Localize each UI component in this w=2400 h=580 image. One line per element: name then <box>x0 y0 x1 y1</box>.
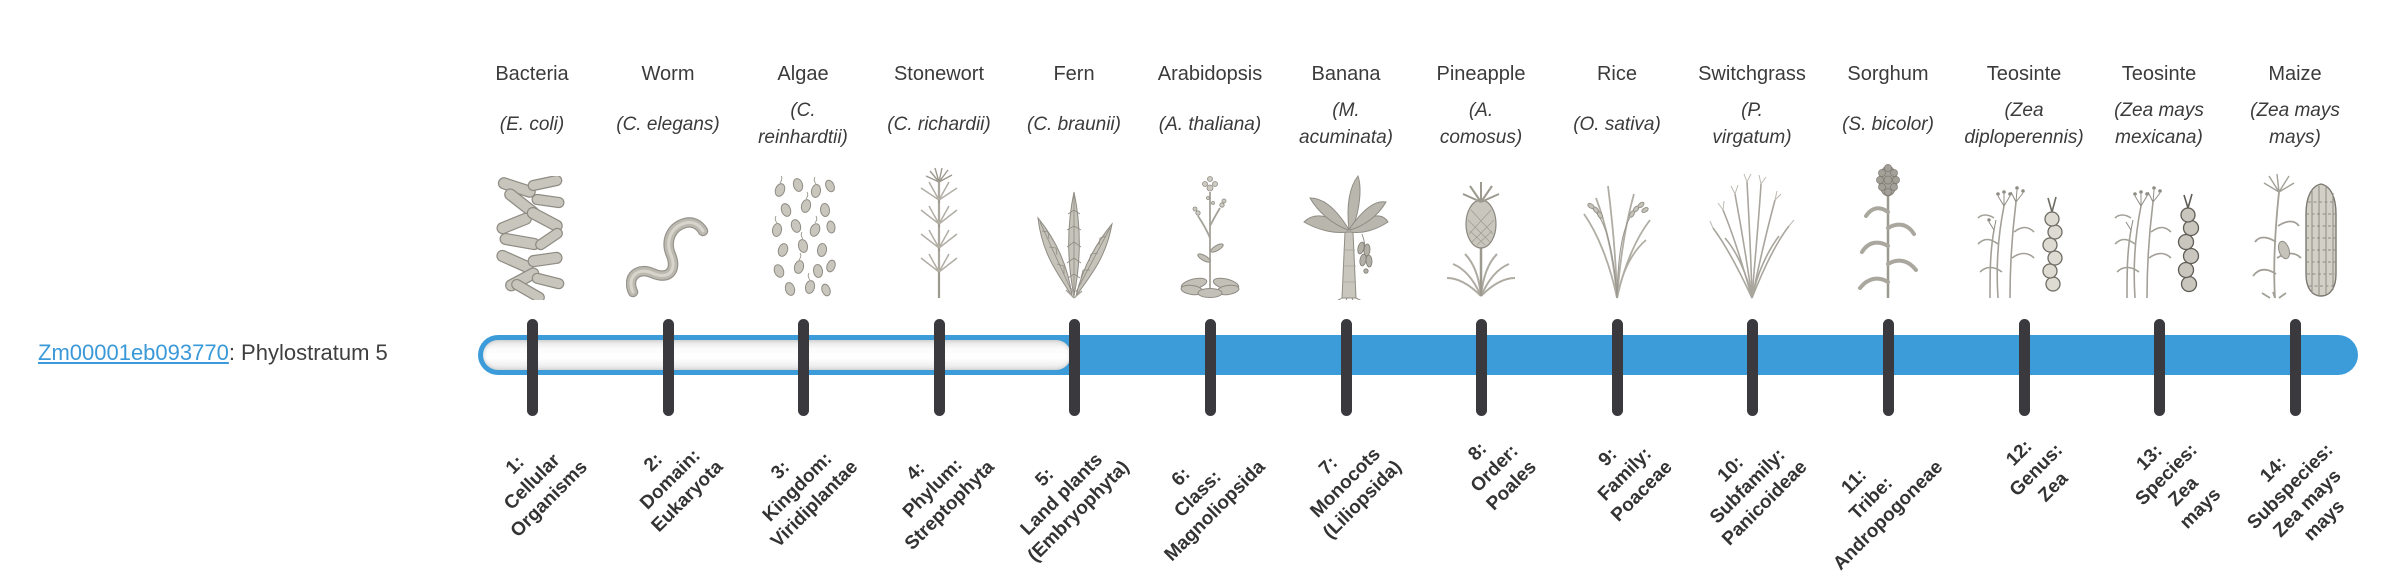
stonewort-icon <box>871 160 1007 300</box>
organism-name: Teosinte <box>1986 63 2062 85</box>
gene-phylostratum-text: : Phylostratum 5 <box>228 340 388 365</box>
fern-icon <box>1006 160 1142 300</box>
teosinte-diploperennis-icon <box>1956 160 2092 300</box>
tick-mark <box>2154 319 2165 416</box>
algae-icon <box>735 160 871 300</box>
tick-mark <box>1883 319 1894 416</box>
banana-icon <box>1278 160 1414 300</box>
tick-mark <box>663 319 674 416</box>
organism-name: Rice <box>1596 63 1637 85</box>
tick-mark <box>2019 319 2030 416</box>
organism-column: Switchgrass (P. virgatum) <box>1684 62 1820 300</box>
teosinte-mexicana-icon <box>2091 160 2227 300</box>
switchgrass-icon <box>1684 160 1820 300</box>
organism-species: (Zea mays mays) <box>2250 100 2340 148</box>
organism-name: Arabidopsis <box>1157 63 1263 85</box>
organism-species: (S. bicolor) <box>1842 113 1934 135</box>
organism-column: Pineapple (A. comosus) <box>1413 62 1549 300</box>
organism-name: Sorghum <box>1847 63 1929 85</box>
organism-name: Fern <box>1053 63 1095 85</box>
organism-column: Sorghum (S. bicolor) <box>1820 62 1956 300</box>
tick-mark <box>1069 319 1080 416</box>
tick-mark <box>798 319 809 416</box>
organism-species: (A. thaliana) <box>1158 113 1262 135</box>
organism-column: Teosinte (Zea diploperennis) <box>1956 62 2092 300</box>
pineapple-icon <box>1413 160 1549 300</box>
maize-icon <box>2227 160 2363 300</box>
organism-column: Rice (O. sativa) <box>1549 62 1685 300</box>
organism-column: Teosinte (Zea mays mexicana) <box>2091 62 2227 300</box>
organism-name: Banana <box>1311 63 1381 85</box>
sorghum-icon <box>1820 160 1956 300</box>
organism-species: (C. reinhardtii) <box>758 100 848 148</box>
organism-name: Maize <box>2268 63 2322 85</box>
rice-icon <box>1549 160 1685 300</box>
tick-mark <box>1341 319 1352 416</box>
organism-name: Algae <box>777 63 829 85</box>
organism-name: Pineapple <box>1436 63 1526 85</box>
organism-column: Stonewort (C. richardii) <box>871 62 1007 300</box>
tick-mark <box>527 319 538 416</box>
timeline-track-unfilled <box>483 340 1071 370</box>
gene-label: Zm00001eb093770: Phylostratum 5 <box>38 340 388 366</box>
organism-name: Stonewort <box>893 63 985 85</box>
tick-mark <box>1205 319 1216 416</box>
organism-species: (M. acuminata) <box>1299 100 1393 148</box>
organism-species: (C. elegans) <box>616 113 720 135</box>
organism-name: Worm <box>641 63 695 85</box>
organism-column: Banana (M. acuminata) <box>1278 62 1414 300</box>
tick-mark <box>934 319 945 416</box>
organism-column: Bacteria (E. coli) <box>464 62 600 300</box>
organism-species: (Zea mays mexicana) <box>2114 100 2204 148</box>
organism-species: (C. braunii) <box>1027 113 1121 135</box>
organism-species: (O. sativa) <box>1573 113 1661 135</box>
arabidopsis-icon <box>1142 160 1278 300</box>
tick-mark <box>2290 319 2301 416</box>
organism-column: Worm (C. elegans) <box>600 62 736 300</box>
organism-column: Maize (Zea mays mays) <box>2227 62 2363 300</box>
organism-column: Fern (C. braunii) <box>1006 62 1142 300</box>
organism-column: Algae (C. reinhardtii) <box>735 62 871 300</box>
bacteria-icon <box>464 160 600 300</box>
organism-name: Teosinte <box>2121 63 2197 85</box>
organism-name: Bacteria <box>495 63 569 85</box>
tick-mark <box>1476 319 1487 416</box>
organism-species: (C. richardii) <box>887 113 991 135</box>
organism-species: (P. virgatum) <box>1712 100 1792 148</box>
worm-icon <box>600 160 736 300</box>
organism-species: (E. coli) <box>499 113 565 135</box>
organism-species: (A. comosus) <box>1439 100 1523 148</box>
organism-name: Switchgrass <box>1698 63 1806 85</box>
gene-link[interactable]: Zm00001eb093770 <box>38 340 229 365</box>
tick-mark <box>1747 319 1758 416</box>
tick-mark <box>1612 319 1623 416</box>
organism-column: Arabidopsis (A. thaliana) <box>1142 62 1278 300</box>
organism-species: (Zea diploperennis) <box>1964 100 2084 148</box>
